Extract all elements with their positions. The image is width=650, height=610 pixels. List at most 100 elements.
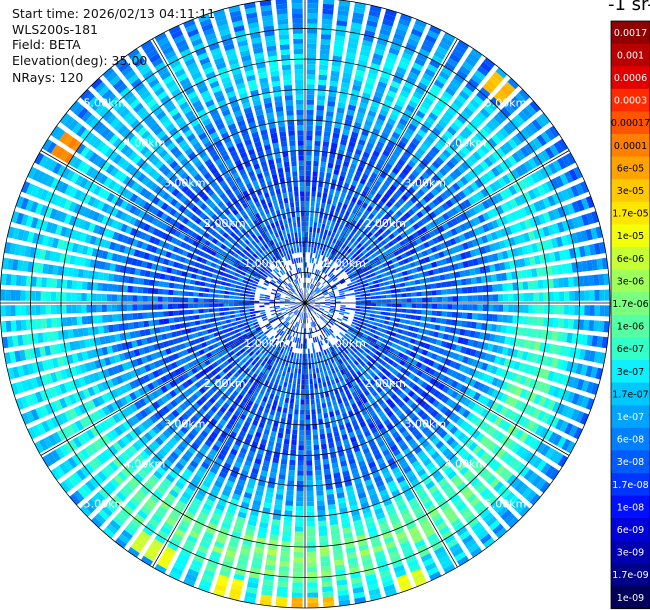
ppi-gate [334,559,345,566]
ppi-gate [328,321,334,326]
ppi-gate [368,10,381,18]
ppi-gate [152,401,161,410]
ppi-gate [434,473,445,483]
ppi-gate [382,66,393,75]
ppi-gate [112,413,121,424]
ppi-gate [418,422,427,431]
ppi-gate [392,75,403,84]
ppi-gate [428,466,439,475]
ppi-gate [389,462,398,470]
ppi-gate [307,3,319,9]
ppi-gate [314,305,320,307]
ppi-gate [416,370,424,377]
ppi-gate [329,209,335,216]
ppi-gate [446,220,454,228]
ppi-gate [98,488,110,500]
ppi-gate [576,261,583,273]
ppi-gate [390,289,396,294]
ppi-gate [232,578,244,586]
ppi-gate [472,445,482,455]
ppi-gate [524,377,532,387]
ppi-gate [384,9,397,17]
ppi-gate [336,229,342,235]
ppi-gate [59,383,67,394]
ppi-gate [367,72,377,81]
ppi-gate [200,395,208,403]
ppi-gate [322,13,333,20]
ppi-gate [285,371,290,378]
ppi-gate [197,420,205,429]
ppi-gate [343,475,351,482]
ppi-gate [107,367,115,377]
ppi-gate [419,472,430,482]
ppi-gate [435,440,445,450]
ppi-gate [318,238,322,244]
ppi-gate [460,450,470,460]
ppi-gate [395,288,401,293]
ppi-gate [323,251,328,257]
ppi-gate [344,198,350,206]
ppi-gate [336,20,348,27]
ppi-gate [223,360,230,367]
ppi-gate [338,175,345,182]
ppi-gate [313,222,318,228]
ppi-gate [293,551,303,558]
ppi-gate [274,395,280,401]
ppi-gate [273,509,282,516]
ppi-gate [477,285,483,293]
ppi-gate [339,310,345,314]
ppi-gate [291,602,303,608]
ppi-gate [190,375,198,383]
ppi-gate [374,180,382,188]
ppi-gate [342,129,350,136]
ppi-gate [411,28,423,38]
ppi-gate [145,522,157,532]
ppi-gate [344,340,350,346]
ppi-gate [392,230,399,237]
ppi-gate [462,242,469,250]
ppi-gate [143,481,154,492]
ppi-gate [401,168,410,176]
ppi-gate [370,296,376,299]
ppi-gate [434,324,441,331]
ppi-gate [312,176,318,182]
ppi-gate [351,581,363,589]
ppi-gate [180,440,189,449]
ppi-gate [186,347,194,354]
ppi-gate [345,151,353,158]
ppi-gate [283,443,289,450]
ppi-gate [257,358,263,365]
ppi-gate [329,328,334,333]
ppi-gate [319,307,325,311]
ppi-gate [250,328,257,334]
ppi-gate [306,130,313,136]
ppi-gate [403,109,413,118]
ppi-gate [219,494,229,502]
ppi-gate [352,514,362,522]
ppi-gate [336,579,348,586]
ppi-gate [545,147,555,159]
ppi-gate [450,474,461,484]
ppi-gate [406,303,412,308]
ppi-gate [433,389,441,398]
ppi-gate [359,367,366,374]
ppi-gate [571,217,580,229]
ppi-gate [93,410,102,421]
ppi-gate [548,304,555,315]
ppi-gate [506,120,517,132]
ppi-gate [81,304,87,313]
ppi-gate [106,304,112,312]
ppi-gate [52,331,59,341]
ppi-gate [171,409,180,418]
ppi-gate [369,357,376,364]
ppi-gate [325,478,333,485]
ppi-gate [514,399,523,410]
ppi-gate [272,514,281,521]
ppi-gate [187,483,197,492]
ppi-gate [335,159,342,166]
ppi-gate [319,64,329,71]
ppi-gate [170,566,183,576]
ppi-gate [473,216,481,226]
ppi-rays [0,0,610,608]
ppi-gate [199,540,211,549]
